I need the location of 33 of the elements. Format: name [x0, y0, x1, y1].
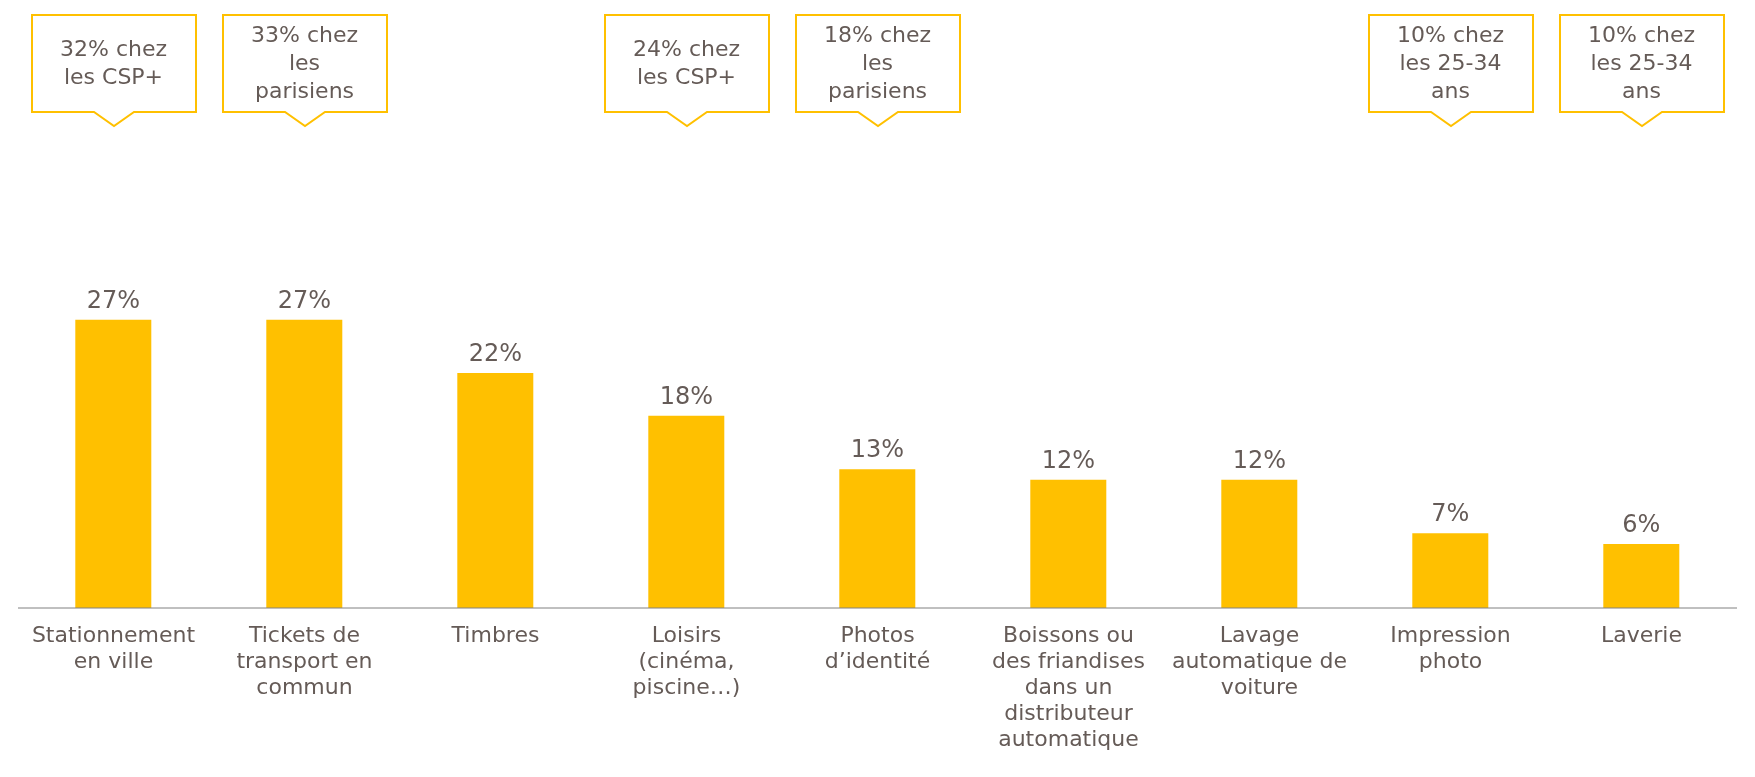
text: 18% chez les parisiens — [823, 21, 932, 105]
text: 10% chez les 25-34 ans — [1396, 21, 1505, 105]
x-tick-label: Stationnement en ville — [31, 622, 196, 673]
x-tick-label: Impression photo — [1390, 622, 1511, 673]
bar — [457, 373, 534, 608]
bar — [1221, 479, 1298, 608]
x-tick-label: Photos d’identité — [824, 622, 931, 673]
text: 10% chez les 25-34 ans — [1587, 21, 1696, 105]
data-label: 27% — [86, 285, 140, 314]
data-label: 27% — [277, 285, 331, 314]
text: 32% chez les CSP+ — [59, 35, 168, 91]
data-label: 13% — [850, 435, 904, 464]
bar — [839, 469, 916, 608]
data-label: 6% — [1622, 509, 1661, 538]
data-label: 12% — [1232, 445, 1286, 474]
data-label: 22% — [468, 339, 522, 368]
x-tick-label: Tickets de transport en commun — [236, 622, 373, 699]
bar — [266, 319, 343, 608]
x-tick-label: Laverie — [1601, 622, 1682, 647]
text: 33% chez les parisiens — [250, 21, 359, 105]
bar — [1603, 543, 1680, 608]
x-tick-label: Timbres — [450, 622, 540, 647]
data-label: 12% — [1041, 445, 1095, 474]
data-label: 7% — [1431, 499, 1470, 528]
bar — [75, 319, 152, 608]
data-label: 18% — [659, 381, 713, 410]
bar — [1030, 479, 1107, 608]
x-tick-label: Loisirs (cinéma, piscine…) — [632, 622, 741, 699]
bar — [1412, 533, 1489, 608]
x-tick-label: Lavage automatique de voiture — [1171, 622, 1348, 699]
text: 24% chez les CSP+ — [632, 35, 741, 91]
x-tick-label: Boissons ou des friandises dans un distributeur automatique — [992, 622, 1145, 751]
bar — [648, 415, 725, 608]
